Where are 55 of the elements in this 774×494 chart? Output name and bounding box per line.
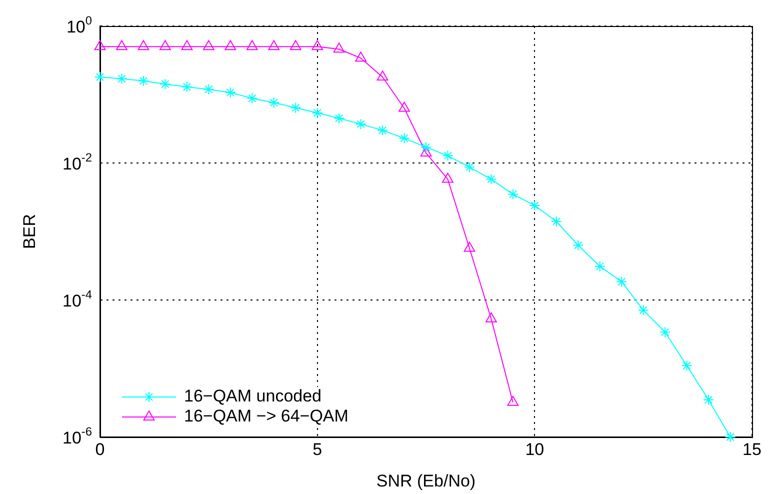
point [181,40,193,50]
point [290,102,302,114]
point [442,172,454,183]
point [616,276,628,288]
point [160,40,171,50]
point [312,107,323,118]
point [116,40,128,50]
point [420,142,432,153]
point [550,216,562,227]
point [138,40,150,50]
point [160,78,171,90]
point [464,162,475,173]
point [398,102,410,112]
point [202,40,214,50]
y-axis-title: BER [20,214,39,249]
point [572,240,584,251]
point [376,70,388,81]
point [181,81,192,92]
point [94,72,106,83]
x-tick-label: 10 [525,440,544,459]
point [290,40,302,50]
x-tick-label: 15 [742,440,762,459]
point [724,432,736,442]
point [138,75,149,86]
point [312,40,324,50]
point [333,42,345,53]
point [355,52,366,62]
point [398,132,410,144]
point [246,40,258,50]
point [638,304,649,316]
point [594,260,606,272]
point [681,360,692,372]
point [442,150,454,162]
point [529,200,540,211]
point [203,84,214,95]
point [334,112,345,124]
point [268,40,280,50]
point [507,188,518,200]
x-axis-title: SNR (Eb/No) [376,471,476,490]
point [224,40,236,50]
legend-label: 16−QAM −> 64−QAM [184,406,348,426]
legend-label: 16−QAM uncoded [184,386,322,406]
point [355,118,366,130]
point [116,73,128,84]
point [486,174,497,185]
point [246,92,258,104]
point [464,242,476,252]
point [268,97,280,108]
point [94,40,106,50]
x-tick-label: 5 [312,440,322,459]
point [224,86,236,98]
point [703,394,714,406]
point [377,124,388,136]
x-tick-label: 0 [95,440,105,459]
point [660,326,671,338]
